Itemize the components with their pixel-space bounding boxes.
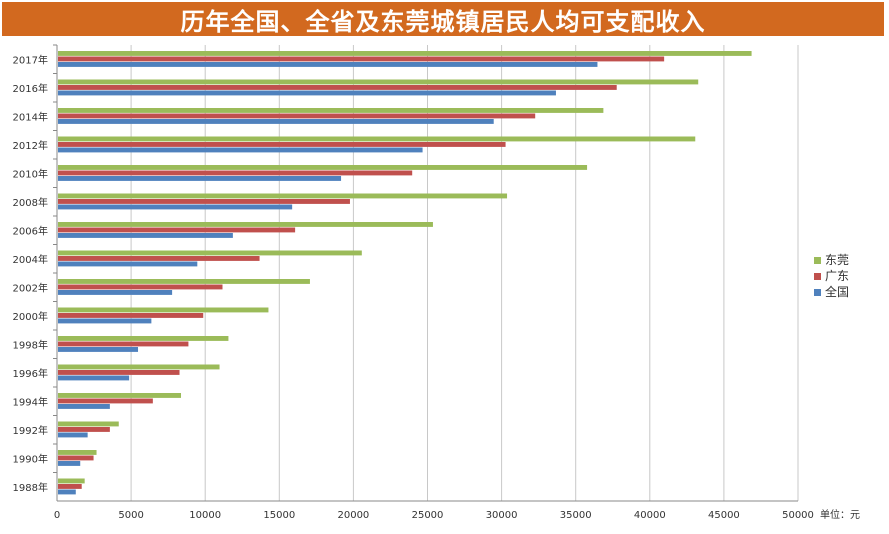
bar <box>58 233 233 238</box>
category-label: 2006年 <box>13 224 48 237</box>
category-label: 2000年 <box>13 310 48 323</box>
legend-label: 东莞 <box>825 253 849 267</box>
bar <box>58 484 82 489</box>
bar <box>58 62 598 67</box>
bar <box>58 176 342 181</box>
category-label: 2002年 <box>13 281 48 294</box>
bar <box>58 364 220 370</box>
x-tick-label: 10000 <box>189 510 221 521</box>
bar <box>58 404 110 409</box>
x-tick-label: 40000 <box>634 510 666 521</box>
category-label: 2014年 <box>13 110 48 123</box>
category-label: 2017年 <box>13 53 48 66</box>
bar <box>58 375 130 381</box>
bar <box>58 85 617 90</box>
bar <box>58 142 506 147</box>
axes <box>53 44 798 502</box>
legend-label: 全国 <box>825 284 849 299</box>
bar <box>58 398 153 404</box>
chart-title: 历年全国、全省及东莞城镇居民人均可支配收入 <box>180 7 706 36</box>
bar <box>58 113 536 119</box>
x-tick-label: 30000 <box>486 510 518 521</box>
bar <box>58 307 269 313</box>
category-label: 2010年 <box>13 167 48 180</box>
bar <box>58 79 699 85</box>
bar <box>58 199 350 204</box>
x-tick-label: 0 <box>54 510 60 521</box>
bar <box>58 279 310 284</box>
bar <box>58 256 260 261</box>
x-tick-labels: 0 5000 10000 15000 20000 25000 30000 35000 40000… <box>54 510 814 521</box>
bar <box>58 170 413 176</box>
bar <box>58 165 588 170</box>
x-tick-label: 35000 <box>560 510 592 521</box>
category-label: 1998年 <box>13 338 48 351</box>
gridlines <box>130 45 799 501</box>
bar <box>58 450 97 455</box>
bar <box>58 90 556 96</box>
bar <box>58 313 204 318</box>
category-labels: 2017年 2016年 2014年 2012年 2010年 2008年 2006年 2004年… <box>13 53 48 494</box>
x-tick-label: 50000 <box>782 510 814 521</box>
bar <box>58 261 198 267</box>
category-label: 2016年 <box>13 82 48 95</box>
legend-swatch <box>814 257 821 264</box>
bar <box>58 370 180 375</box>
bar <box>58 489 76 495</box>
x-tick-label: 20000 <box>337 510 369 521</box>
bar <box>58 347 139 352</box>
legend-label: 广东 <box>825 269 849 283</box>
bar <box>58 222 433 227</box>
bar <box>58 51 752 56</box>
category-label: 1992年 <box>13 424 48 437</box>
bar <box>58 250 362 256</box>
x-tick-label: 45000 <box>708 510 740 521</box>
title-banner: 历年全国、全省及东莞城镇居民人均可支配收入 <box>2 2 884 36</box>
bar <box>58 108 604 113</box>
bar <box>58 290 173 295</box>
bar <box>58 478 85 484</box>
category-label: 2008年 <box>13 196 48 209</box>
bar <box>58 432 88 438</box>
bar <box>58 421 119 427</box>
legend-swatch <box>814 289 821 296</box>
category-label: 1990年 <box>13 452 48 465</box>
x-tick-label: 25000 <box>412 510 444 521</box>
bar <box>58 119 494 124</box>
x-tick-label: 15000 <box>263 510 295 521</box>
bar <box>58 227 296 233</box>
bar <box>58 455 94 461</box>
bar <box>58 147 423 153</box>
bar <box>58 284 223 290</box>
category-label: 1994年 <box>13 395 48 408</box>
bar <box>58 427 110 432</box>
bar <box>58 461 81 466</box>
bar <box>58 193 508 199</box>
bars <box>58 51 752 495</box>
bar <box>58 393 182 398</box>
category-label: 1996年 <box>13 367 48 380</box>
category-label: 1988年 <box>13 481 48 494</box>
category-label: 2004年 <box>13 253 48 266</box>
unit-label: 单位：元 <box>820 508 860 521</box>
bar <box>58 341 189 347</box>
bar <box>58 136 696 142</box>
x-tick-label: 5000 <box>118 510 143 521</box>
bar <box>58 204 293 210</box>
bar <box>58 56 665 62</box>
legend-swatch <box>814 273 821 280</box>
category-label: 2012年 <box>13 139 48 152</box>
bar <box>58 318 152 324</box>
bar <box>58 336 229 341</box>
